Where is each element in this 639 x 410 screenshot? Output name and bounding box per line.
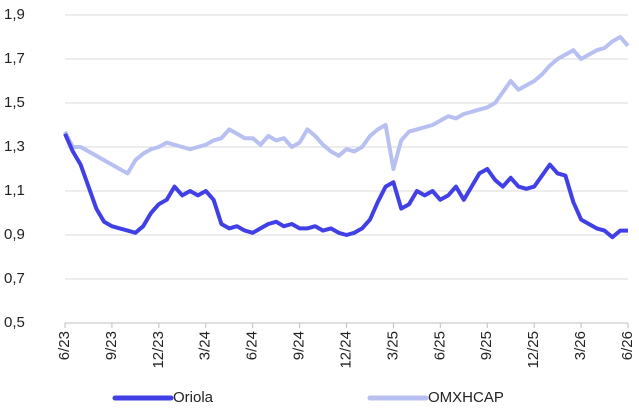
line-series [63, 35, 630, 176]
x-tick-label: 9/25 [478, 331, 495, 360]
y-tick-label: 1,5 [4, 94, 25, 111]
line-series [63, 132, 628, 240]
x-tick-label: 9/24 [291, 331, 308, 360]
x-tick-label: 3/24 [197, 331, 214, 360]
x-tick-label: 6/26 [619, 331, 636, 360]
y-tick-label: 1,1 [4, 182, 25, 199]
x-tick-label: 3/25 [384, 331, 401, 360]
x-tick-label: 9/23 [103, 331, 120, 360]
legend-label: OMXHCAP [428, 389, 504, 406]
x-tick-label: 6/23 [56, 331, 73, 360]
x-tick-label: 12/24 [337, 331, 354, 369]
x-tick-label: 3/26 [572, 331, 589, 360]
y-tick-label: 0,9 [4, 226, 25, 243]
y-tick-label: 1,3 [4, 138, 25, 155]
x-tick-label: 12/25 [525, 331, 542, 369]
x-tick-label: 6/24 [244, 331, 261, 360]
y-tick-label: 1,9 [4, 6, 25, 23]
legend-label: Oriola [173, 389, 214, 406]
x-tick-label: 6/25 [431, 331, 448, 360]
y-tick-label: 0,5 [4, 314, 25, 331]
y-tick-label: 0,7 [4, 270, 25, 287]
x-tick-label: 12/23 [150, 331, 167, 369]
y-tick-label: 1,7 [4, 50, 25, 67]
